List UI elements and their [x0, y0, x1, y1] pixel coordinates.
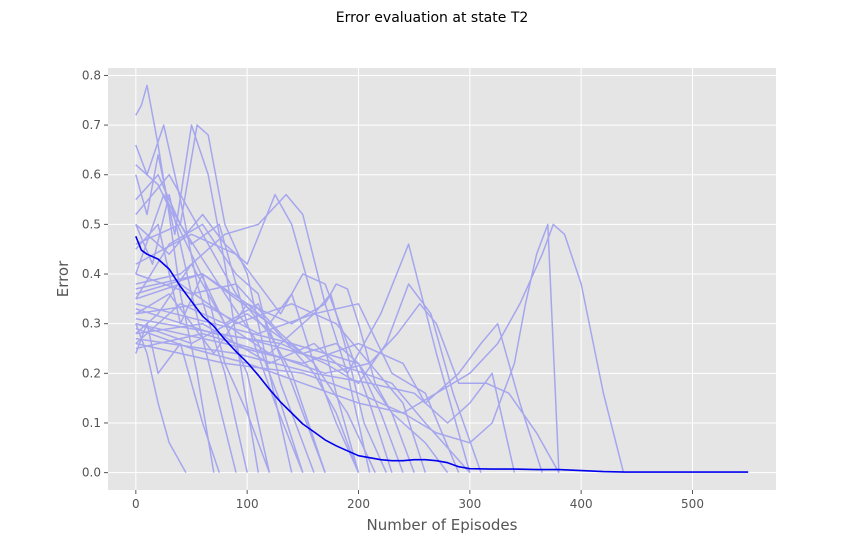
run-series-line	[135, 223, 315, 473]
run-series-line	[135, 243, 471, 473]
x-tick-label: 100	[236, 497, 259, 511]
run-series-line	[135, 273, 415, 473]
chart-title: Error evaluation at state T2	[336, 10, 529, 26]
run-series-line	[135, 223, 625, 473]
y-tick-label: 0.4	[82, 267, 101, 281]
y-axis-ticks: 0.0 0.1 0.2 0.3 0.4 0.5 0.6 0.7 0.8	[82, 68, 108, 480]
run-series-line	[135, 273, 376, 473]
x-tick-label: 500	[681, 497, 704, 511]
run-series-line	[135, 303, 449, 474]
grid-lines	[108, 68, 776, 490]
run-series-line	[135, 303, 560, 473]
y-tick-label: 0.5	[82, 217, 101, 231]
mean-series-line	[135, 236, 749, 473]
y-tick-label: 0.6	[82, 168, 101, 182]
run-series-line	[135, 164, 271, 473]
run-series-line	[135, 323, 187, 473]
run-series-line	[135, 273, 360, 473]
run-series-lines	[135, 84, 625, 474]
x-tick-label: 200	[347, 497, 370, 511]
run-series-line	[135, 322, 221, 473]
plot-area	[108, 68, 776, 490]
y-tick-label: 0.1	[82, 416, 101, 430]
x-tick-label: 400	[570, 497, 593, 511]
run-series-line	[135, 223, 304, 473]
x-axis-ticks: 0 100 200 300 400 500	[132, 490, 704, 511]
y-tick-label: 0.3	[82, 317, 101, 331]
run-series-line	[135, 193, 304, 473]
run-series-line	[135, 173, 326, 473]
run-series-line	[135, 337, 516, 473]
x-tick-label: 0	[132, 497, 140, 511]
mean-series-path	[135, 236, 749, 473]
y-tick-label: 0.2	[82, 366, 101, 380]
run-series-line	[135, 223, 560, 473]
x-tick-label: 300	[458, 497, 481, 511]
y-tick-label: 0.8	[82, 68, 101, 82]
y-tick-label: 0.0	[82, 466, 101, 480]
y-axis-label: Error	[54, 260, 72, 297]
x-axis-label: Number of Episodes	[367, 516, 518, 534]
y-tick-label: 0.7	[82, 118, 101, 132]
run-series-line	[135, 303, 460, 473]
